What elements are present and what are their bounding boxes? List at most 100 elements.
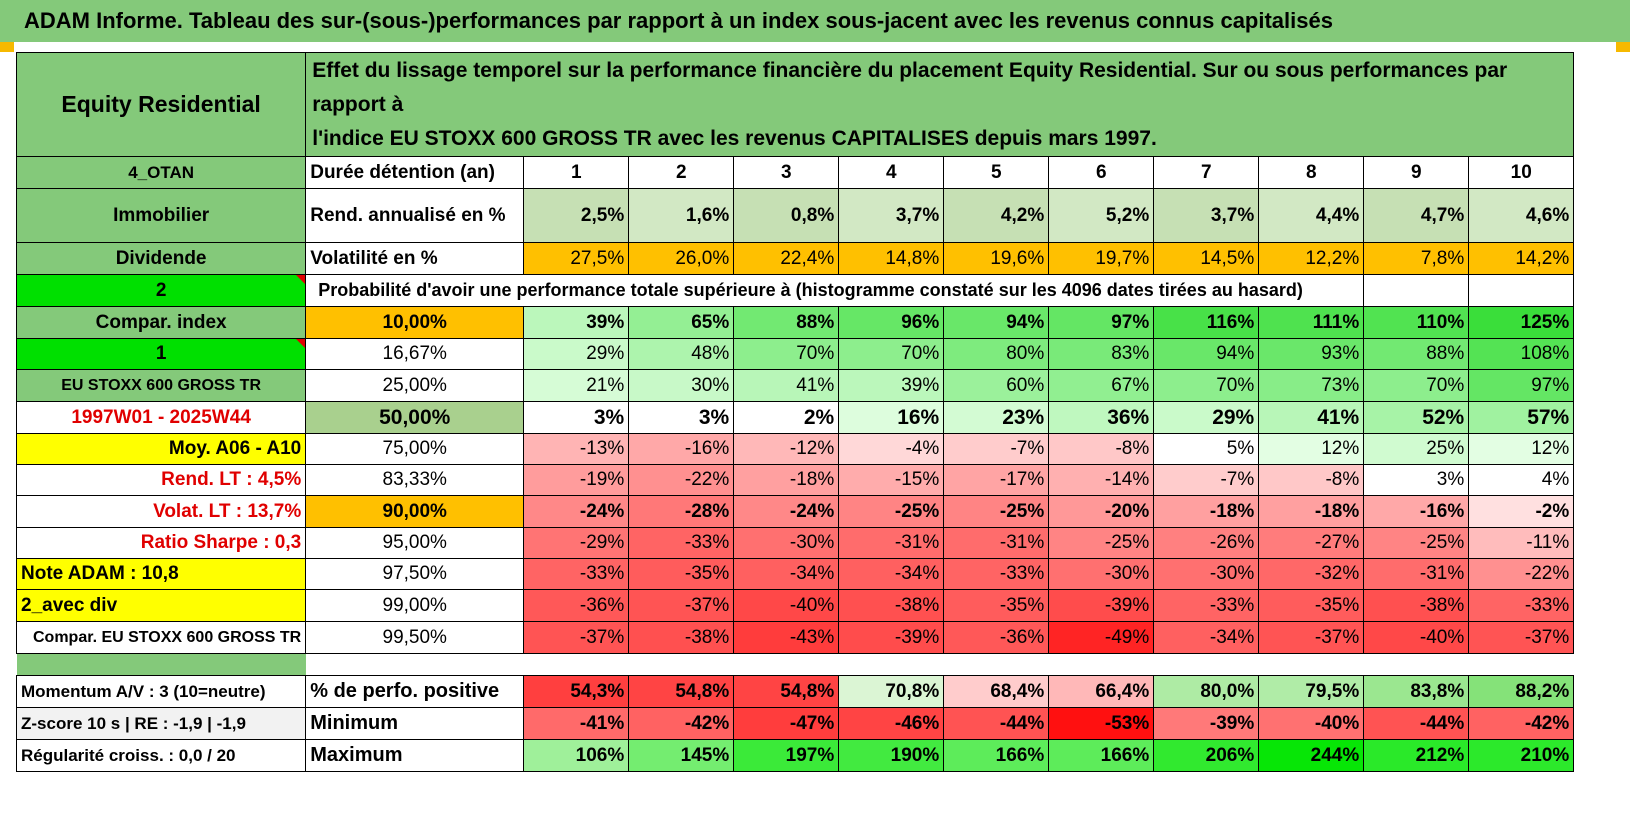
- probability-value: 21%: [523, 369, 630, 402]
- probability-value: -18%: [1153, 495, 1260, 528]
- probability-value: -40%: [1363, 621, 1470, 654]
- probability-value: 93%: [1258, 338, 1365, 370]
- left-label: Z-score 10 s | RE : -1,9 | -1,9: [15, 707, 307, 740]
- probability-value: 80%: [943, 338, 1050, 370]
- return-row: Immobilier Rend. annualisé en % 2,5% 1,6% 0,…: [15, 188, 1575, 243]
- stat-value: 197%: [733, 739, 840, 772]
- stat-value: -53%: [1048, 707, 1155, 740]
- year-header: 6: [1048, 156, 1155, 189]
- year-header: 9: [1363, 156, 1470, 189]
- stat-value: -47%: [733, 707, 840, 740]
- probability-value: 70%: [1363, 369, 1470, 402]
- probability-value: -31%: [838, 527, 945, 559]
- probability-row: Compar. EU STOXX 600 GROSS TR 99,50% -37% -…: [15, 621, 1575, 654]
- probability-value: -30%: [1048, 558, 1155, 590]
- probability-row: 2_avec div 99,00% -36% -37% -40% -38% -35% -39%…: [15, 589, 1575, 622]
- probability-value: -35%: [628, 558, 735, 590]
- probability-value: -31%: [943, 527, 1050, 559]
- probability-value: -7%: [943, 433, 1050, 465]
- gap-marker: [16, 653, 306, 676]
- probability-value: -35%: [1258, 589, 1365, 622]
- probability-value: -12%: [733, 433, 840, 465]
- probability-value: -34%: [1153, 621, 1260, 654]
- return-value: 3,7%: [838, 188, 945, 243]
- probability-value: -17%: [943, 464, 1050, 496]
- probability-value: -13%: [523, 433, 630, 465]
- report-title: ADAM Informe. Tableau des sur-(sous-)per…: [0, 0, 1630, 42]
- probability-value: -24%: [523, 495, 630, 528]
- stat-value: 212%: [1363, 739, 1470, 772]
- probability-value: 67%: [1048, 369, 1155, 402]
- probability-value: 2%: [733, 401, 840, 434]
- probability-value: -33%: [943, 558, 1050, 590]
- probability-value: -40%: [733, 589, 840, 622]
- stats-row: Z-score 10 s | RE : -1,9 | -1,9 Minimum -4…: [15, 707, 1575, 740]
- probability-value: 57%: [1468, 401, 1575, 434]
- probability-value: -33%: [1468, 589, 1575, 622]
- corner-marker-right: [1616, 42, 1630, 52]
- probability-value: -32%: [1258, 558, 1365, 590]
- probability-value: -33%: [1153, 589, 1260, 622]
- probability-value: -4%: [838, 433, 945, 465]
- year-header: 10: [1468, 156, 1575, 189]
- probability-value: 3%: [1363, 464, 1470, 496]
- stat-value: -41%: [523, 707, 630, 740]
- probability-value: 23%: [943, 401, 1050, 434]
- probability-row: Note ADAM : 10,8 97,50% -33% -35% -34% -34% -3…: [15, 558, 1575, 590]
- probability-value: 70%: [838, 338, 945, 370]
- probability-value: -8%: [1258, 464, 1365, 496]
- stat-value: 66,4%: [1048, 675, 1155, 708]
- probability-value: 88%: [1363, 338, 1470, 370]
- left-label: Rend. LT : 4,5%: [15, 464, 307, 496]
- stat-value: 244%: [1258, 739, 1365, 772]
- left-label: Volat. LT : 13,7%: [15, 495, 307, 528]
- stat-value: 166%: [1048, 739, 1155, 772]
- probability-value: -30%: [733, 527, 840, 559]
- empty-cell: [1468, 274, 1575, 307]
- return-value: 1,6%: [628, 188, 735, 243]
- left-label: Moy. A06 - A10: [15, 433, 307, 465]
- threshold-pct: 16,67%: [305, 338, 525, 370]
- stat-value: 206%: [1153, 739, 1260, 772]
- performance-table: Equity Residential Effet du lissage tempo…: [15, 52, 1575, 772]
- return-value: 4,6%: [1468, 188, 1575, 243]
- probability-value: 73%: [1258, 369, 1365, 402]
- probability-value: -19%: [523, 464, 630, 496]
- stat-value: 79,5%: [1258, 675, 1365, 708]
- probability-row: EU STOXX 600 GROSS TR 25,00% 21% 30% 41% 39% 6…: [15, 369, 1575, 402]
- stat-value: -39%: [1153, 707, 1260, 740]
- gap-spacer: [306, 654, 1574, 676]
- left-label: 2_avec div: [15, 589, 307, 622]
- row-label: Durée détention (an): [305, 156, 525, 189]
- probability-value: 4%: [1468, 464, 1575, 496]
- stat-value: -42%: [628, 707, 735, 740]
- volatility-value: 27,5%: [523, 242, 630, 275]
- probability-value: -29%: [523, 527, 630, 559]
- probability-value: -24%: [733, 495, 840, 528]
- probability-value: -22%: [628, 464, 735, 496]
- probability-value: -35%: [943, 589, 1050, 622]
- probability-value: 5%: [1153, 433, 1260, 465]
- threshold-pct: 99,00%: [305, 589, 525, 622]
- probability-value: -14%: [1048, 464, 1155, 496]
- row-label: Rend. annualisé en %: [305, 188, 525, 243]
- probability-value: 65%: [628, 306, 735, 339]
- stat-value: -44%: [1363, 707, 1470, 740]
- year-header: 3: [733, 156, 840, 189]
- stat-value: 70,8%: [838, 675, 945, 708]
- stats-row: Régularité croiss. : 0,0 / 20 Maximum 106%…: [15, 739, 1575, 772]
- probability-row: Moy. A06 - A10 75,00% -13% -16% -12% -4% -7% -8…: [15, 433, 1575, 465]
- volatility-value: 14,2%: [1468, 242, 1575, 275]
- threshold-pct: 95,00%: [305, 527, 525, 559]
- left-label: Compar. index: [15, 306, 307, 339]
- probability-value: -26%: [1153, 527, 1260, 559]
- left-label: Momentum A/V : 3 (10=neutre): [15, 675, 307, 708]
- probability-value: 12%: [1468, 433, 1575, 465]
- description-line-2: l'indice EU STOXX 600 GROSS TR avec les …: [312, 126, 1157, 150]
- return-value: 3,7%: [1153, 188, 1260, 243]
- probability-value: 96%: [838, 306, 945, 339]
- stat-value: 106%: [523, 739, 630, 772]
- stat-value: 54,8%: [733, 675, 840, 708]
- probability-value: -33%: [523, 558, 630, 590]
- left-label: Immobilier: [15, 188, 307, 243]
